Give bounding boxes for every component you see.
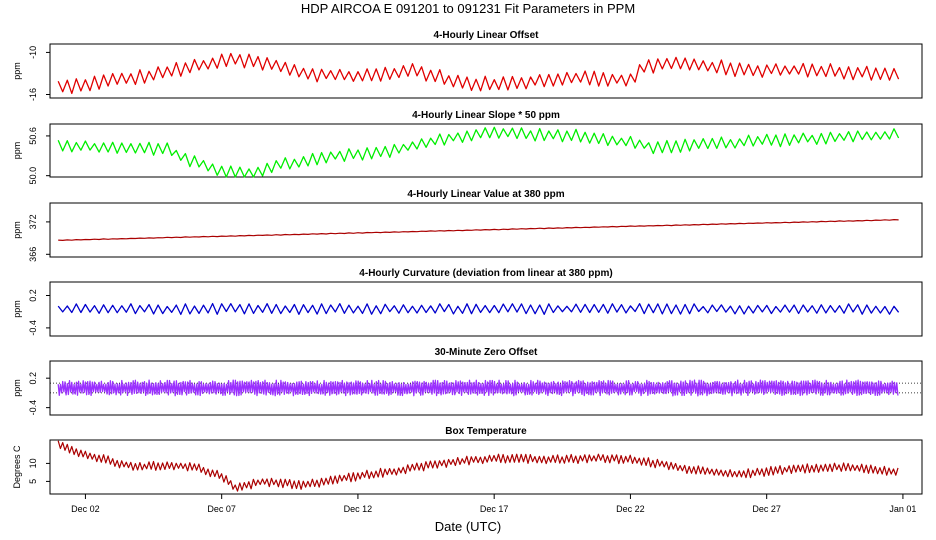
figure-title: HDP AIRCOA E 091201 to 091231 Fit Parame… (301, 1, 635, 16)
y-tick-label: -0.4 (28, 320, 38, 336)
data-series-line (57, 52, 900, 95)
y-axis-label: ppm (12, 300, 22, 318)
x-tick-label: Dec 02 (71, 504, 100, 514)
data-series-line (57, 379, 899, 397)
panel-frame (49, 202, 923, 258)
panels-group: 4-Hourly Linear Offsetppm-16-104-Hourly … (12, 30, 923, 495)
panel-frame (49, 123, 923, 178)
x-axis: Dec 02 Dec 07 Dec 12 Dec 17 Dec 22 Dec 27 Jan … (71, 494, 916, 514)
data-series-line (57, 302, 900, 316)
x-tick-label: Dec 17 (480, 504, 509, 514)
y-tick-label: 0.2 (28, 289, 38, 302)
panel-2: 4-Hourly Linear Slope * 50 ppm ppm 50.0 50.… (12, 110, 923, 185)
panel-title: 4-Hourly Linear Value at 380 ppm (407, 189, 564, 200)
panel-4: 4-Hourly Curvature (deviation from linea… (12, 268, 923, 337)
x-tick-label: Dec 12 (344, 504, 373, 514)
x-axis-label: Date (UTC) (435, 519, 501, 534)
y-tick-label: 0.2 (28, 372, 38, 385)
panel-title: 4-Hourly Linear Slope * 50 ppm (412, 110, 560, 121)
panel-title: 4-Hourly Linear Offset (433, 30, 539, 41)
y-tick-label: -0.4 (28, 400, 38, 416)
y-axis-label: Degrees C (12, 445, 22, 489)
x-tick-label: Dec 27 (752, 504, 781, 514)
y-tick-label: 372 (28, 214, 38, 229)
panel-frame (49, 360, 923, 416)
panel-title: Box Temperature (445, 426, 527, 437)
x-tick-label: Dec 22 (616, 504, 645, 514)
y-tick-label: 10 (28, 458, 38, 468)
panel-title: 4-Hourly Curvature (deviation from linea… (359, 268, 612, 279)
y-tick-label: 50.6 (28, 127, 38, 145)
x-tick-label: Jan 01 (889, 504, 916, 514)
y-tick-label: -16 (28, 88, 38, 101)
panel-frame (49, 281, 923, 337)
panel-frame (49, 43, 923, 99)
y-tick-label: -10 (28, 46, 38, 59)
panel-frame (49, 439, 923, 495)
data-series-line (57, 126, 900, 178)
data-series-line (58, 219, 899, 241)
y-axis-label: ppm (12, 142, 22, 160)
y-axis-label: ppm (12, 221, 22, 239)
y-axis-label: ppm (12, 62, 22, 80)
panel-1: 4-Hourly Linear Offset ppm -16 -10 (12, 30, 923, 101)
panel-3: 4-Hourly Linear Value at 380 ppm ppm 366 37… (12, 189, 923, 262)
panel-title: 30-Minute Zero Offset (435, 347, 538, 358)
y-tick-label: 50.0 (28, 167, 38, 185)
y-tick-label: 5 (28, 479, 38, 484)
data-series-line (57, 440, 899, 492)
panel-5: 30-Minute Zero Offset ppm -0.4 0.2 (12, 347, 923, 416)
y-tick-label: 366 (28, 247, 38, 262)
x-tick-label: Dec 07 (207, 504, 236, 514)
panel-6: Box Temperature Degrees C 5 10 (12, 426, 923, 495)
y-axis-label: ppm (12, 379, 22, 397)
